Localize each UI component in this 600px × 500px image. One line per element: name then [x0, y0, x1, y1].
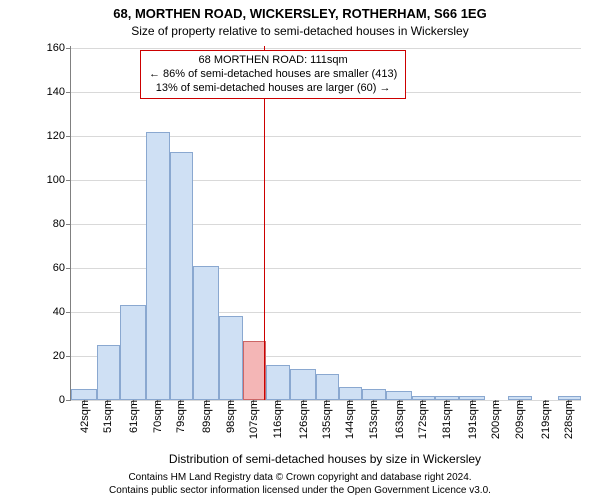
y-tick-label: 160 — [47, 42, 71, 54]
x-tick-label: 107sqm — [246, 400, 260, 439]
info-line-1: 68 MORTHEN ROAD: 111sqm — [149, 54, 397, 68]
info-line-3: 13% of semi-detached houses are larger (… — [149, 82, 397, 96]
bar — [339, 387, 362, 400]
y-tick-label: 120 — [47, 130, 71, 142]
bar — [120, 305, 146, 400]
x-tick-label: 126sqm — [296, 400, 310, 439]
bar — [193, 266, 219, 400]
info-line-2: ← 86% of semi-detached houses are smalle… — [149, 68, 397, 82]
info-box: 68 MORTHEN ROAD: 111sqm ← 86% of semi-de… — [140, 50, 406, 99]
bar — [386, 391, 412, 400]
bar — [97, 345, 120, 400]
x-tick-label: 219sqm — [538, 400, 552, 439]
x-tick-label: 98sqm — [223, 400, 237, 433]
y-tick-label: 0 — [59, 394, 71, 406]
x-tick-label: 144sqm — [342, 400, 356, 439]
y-tick-label: 80 — [53, 218, 71, 230]
x-tick-label: 89sqm — [199, 400, 213, 433]
bar — [146, 132, 169, 400]
x-tick-label: 42sqm — [77, 400, 91, 433]
x-tick-label: 153sqm — [366, 400, 380, 439]
bar — [71, 389, 97, 400]
x-tick-label: 191sqm — [465, 400, 479, 439]
x-tick-label: 70sqm — [150, 400, 164, 433]
x-tick-label: 135sqm — [319, 400, 333, 439]
x-tick-label: 79sqm — [173, 400, 187, 433]
x-tick-label: 51sqm — [100, 400, 114, 433]
bar — [316, 374, 339, 400]
y-tick-label: 40 — [53, 306, 71, 318]
x-tick-label: 209sqm — [512, 400, 526, 439]
bar — [266, 365, 289, 400]
x-tick-label: 228sqm — [561, 400, 575, 439]
x-axis-label: Distribution of semi-detached houses by … — [70, 452, 580, 466]
chart-title: 68, MORTHEN ROAD, WICKERSLEY, ROTHERHAM,… — [0, 6, 600, 22]
y-tick-label: 60 — [53, 262, 71, 274]
footer-line-2: Contains public sector information licen… — [0, 485, 600, 498]
y-tick-label: 20 — [53, 350, 71, 362]
x-tick-label: 172sqm — [415, 400, 429, 439]
x-tick-label: 61sqm — [126, 400, 140, 433]
footer-line-1: Contains HM Land Registry data © Crown c… — [0, 472, 600, 485]
bar — [219, 316, 242, 400]
histogram-chart: 68, MORTHEN ROAD, WICKERSLEY, ROTHERHAM,… — [0, 0, 600, 500]
x-tick-label: 181sqm — [439, 400, 453, 439]
x-tick-label: 116sqm — [270, 400, 284, 438]
footer-attribution: Contains HM Land Registry data © Crown c… — [0, 472, 600, 497]
bar — [290, 369, 316, 400]
y-tick-label: 140 — [47, 86, 71, 98]
plot-area: 02040608010012014016042sqm51sqm61sqm70sq… — [70, 46, 581, 401]
y-tick-label: 100 — [47, 174, 71, 186]
x-tick-label: 200sqm — [488, 400, 502, 439]
bar — [170, 152, 193, 400]
chart-subtitle: Size of property relative to semi-detach… — [0, 24, 600, 38]
bar — [362, 389, 385, 400]
x-tick-label: 163sqm — [392, 400, 406, 439]
